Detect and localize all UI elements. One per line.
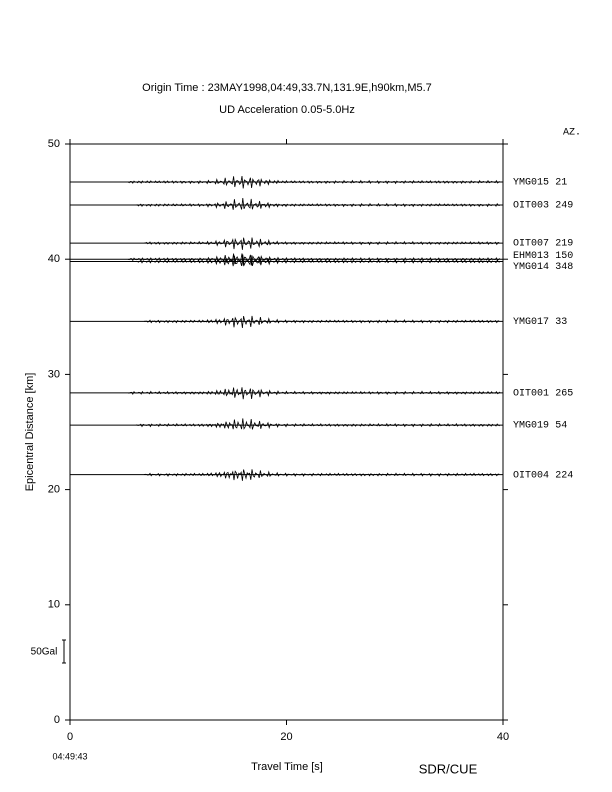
y-tick-label: 0 (54, 714, 60, 726)
azimuth-label: 21 (555, 178, 567, 189)
chart-subtitle: UD Acceleration 0.05-5.0Hz (219, 104, 355, 116)
station-label: OIT003 (513, 201, 549, 212)
azimuth-label: 54 (555, 421, 567, 432)
station-label: YMG017 (513, 317, 549, 328)
azimuth-label: 219 (555, 239, 573, 250)
scale-label: 50Gal (31, 647, 58, 658)
station-label: YMG015 (513, 178, 549, 189)
start-time: 04:49:43 (52, 751, 87, 761)
station-label: YMG019 (513, 421, 549, 432)
y-tick-label: 20 (48, 484, 60, 496)
waveform (144, 315, 500, 329)
y-tick-label: 30 (48, 368, 60, 380)
station-label: YMG014 (513, 262, 549, 273)
x-tick-label: 40 (497, 731, 509, 743)
waveform (127, 176, 501, 189)
azimuth-label: 348 (555, 262, 573, 273)
waveform (143, 469, 500, 481)
station-label: OIT007 (513, 239, 549, 250)
azimuth-label: 33 (555, 317, 567, 328)
azimuth-label: 265 (555, 388, 573, 399)
station-label: OIT001 (513, 388, 549, 399)
waveform (128, 387, 501, 400)
azimuth-label: 150 (555, 251, 573, 262)
waveform (127, 253, 501, 266)
x-tick-label: 20 (280, 731, 292, 743)
waveform (135, 198, 500, 210)
y-axis-label: Epicentral Distance [km] (24, 373, 36, 492)
azimuth-label: 224 (555, 470, 573, 481)
azimuth-label: 249 (555, 201, 573, 212)
waveform (135, 418, 500, 430)
station-label: EHM013 (513, 251, 549, 262)
x-axis-label: Travel Time [s] (251, 761, 323, 773)
station-label: OIT004 (513, 470, 549, 481)
y-tick-label: 10 (48, 599, 60, 611)
chart-title: Origin Time : 23MAY1998,04:49,33.7N,131.… (142, 82, 432, 94)
azimuth-header: AZ. (563, 128, 581, 139)
waveform (135, 254, 500, 267)
y-tick-label: 40 (48, 253, 60, 265)
y-tick-label: 50 (48, 138, 60, 150)
waveform (143, 237, 500, 250)
credit: SDR/CUE (419, 761, 478, 776)
plot-frame (69, 143, 504, 721)
x-tick-label: 0 (67, 731, 73, 743)
